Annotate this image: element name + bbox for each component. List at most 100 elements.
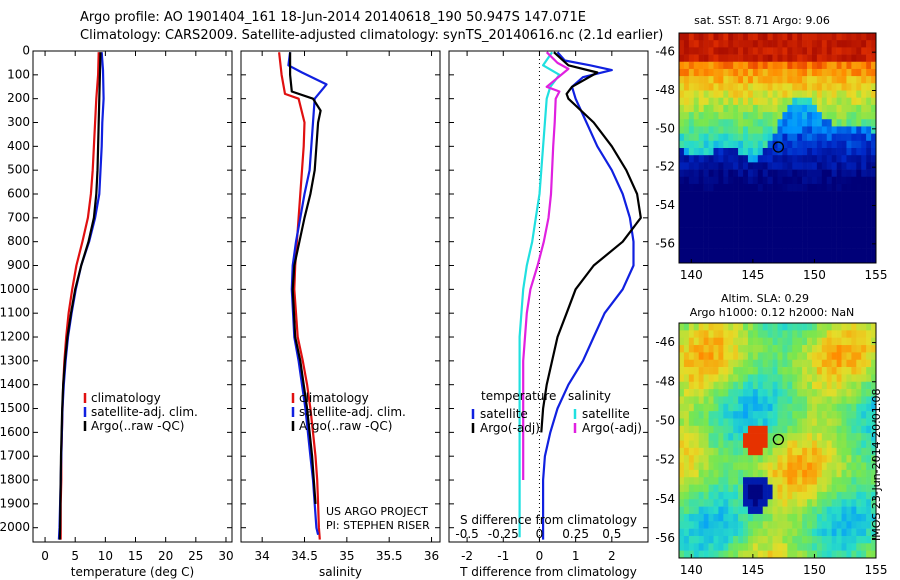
sla-map-cell — [767, 535, 773, 544]
sst-map-cell — [826, 148, 832, 156]
sst-map-cell — [802, 104, 808, 113]
sla-map-cell — [807, 389, 813, 397]
sla-map-cell — [797, 425, 803, 434]
sla-map-cell — [723, 521, 729, 529]
sla-map-cell — [683, 447, 690, 456]
sst-map-cell — [871, 198, 877, 206]
sst-map-cell — [792, 61, 798, 70]
sla-map-cell — [871, 469, 877, 478]
sla-map-cell — [807, 411, 813, 419]
sst-map-cell — [811, 155, 818, 163]
sla-map-cell — [851, 484, 857, 493]
sst-map-cell — [787, 68, 793, 77]
sla-map-cell — [851, 521, 857, 529]
sla-map-cell — [718, 506, 724, 515]
sla-map-cell — [777, 550, 783, 559]
sla-map-cell — [861, 323, 867, 331]
sla-map-cell — [821, 381, 828, 390]
sla-map-cell — [826, 418, 832, 427]
sst-map-cell — [851, 198, 857, 206]
sla-map-cell — [811, 455, 818, 463]
sst-map-cell — [757, 176, 764, 185]
sst-map-cell — [723, 234, 729, 242]
sst-map-cell — [698, 227, 704, 235]
sst-map-cell — [708, 68, 714, 77]
sla-map-cell — [767, 469, 773, 478]
sla-map-cell — [733, 447, 739, 456]
sla-map-cell — [762, 462, 768, 471]
sla-map-cell — [782, 550, 788, 559]
sst-map-cell — [757, 97, 764, 106]
sst-map-cell — [723, 255, 729, 264]
sst-map-cell — [767, 68, 773, 77]
sla-map-cell — [703, 389, 709, 397]
sst-map-cell — [708, 205, 714, 213]
difference-legend-title-left: temperature — [481, 389, 556, 403]
sst-map-cell — [738, 227, 744, 235]
sla-map-cell — [792, 506, 798, 515]
sla-map-cell — [752, 521, 759, 529]
sla-map-cell — [743, 462, 749, 471]
sla-map-cell — [856, 337, 862, 346]
sst-map-cell — [693, 148, 699, 156]
sla-map-cell — [871, 543, 877, 551]
sla-map-cell — [728, 513, 734, 522]
sla-map-cell — [787, 462, 793, 471]
sst-map-cell — [723, 54, 729, 63]
sst-map-cell — [767, 212, 773, 221]
sla-map-cell — [821, 323, 828, 331]
sla-map-cell — [851, 550, 857, 559]
sst-map-cell — [743, 169, 749, 178]
sst-map-cell — [802, 219, 808, 228]
sst-map-cell — [821, 219, 828, 228]
sst-map-cell — [698, 133, 704, 142]
sst-map-cell — [792, 183, 798, 192]
sst-map-cell — [679, 133, 685, 142]
sst-map-cell — [831, 83, 837, 91]
sla-map-cell — [743, 455, 749, 463]
sst-map-cell — [797, 155, 803, 163]
sla-map-cell — [811, 418, 818, 427]
sst-map-cell — [772, 140, 778, 149]
sst-map-cell — [836, 133, 842, 142]
sst-map-cell — [733, 255, 739, 264]
sla-map-cell — [747, 528, 754, 537]
sla-map-cell — [792, 469, 798, 478]
sla-map-cell — [683, 543, 690, 551]
sla-map-cell — [708, 433, 714, 441]
sla-map-cell — [797, 359, 803, 368]
sla-map-cell — [792, 330, 798, 338]
sst-map-cell — [871, 76, 877, 84]
sla-map-cell — [723, 367, 729, 375]
sst-map-cell — [802, 227, 808, 235]
sst-map-cell — [767, 169, 773, 178]
sla-map-cell — [836, 359, 842, 368]
sst-map-cell — [747, 33, 754, 41]
sst-map-cell — [866, 234, 872, 242]
sst-map-cell — [728, 148, 734, 156]
sla-map-cell — [772, 550, 778, 559]
sst-map-cell — [782, 162, 788, 170]
sla-map-cell — [821, 491, 828, 500]
sst-map-cell — [743, 47, 749, 55]
sst-map-cell — [821, 83, 828, 91]
sst-map-cell — [816, 255, 823, 264]
sst-map-cell — [728, 112, 734, 120]
sla-map-cell — [782, 374, 788, 383]
sla-map-cell — [821, 543, 828, 551]
sla-map-cell — [752, 381, 759, 390]
sla-map-cell — [683, 499, 690, 507]
sla-map-cell — [757, 337, 764, 346]
sla-map-cell — [713, 337, 719, 346]
sla-map-cell — [777, 374, 783, 383]
sst-map-cell — [688, 33, 695, 41]
sla-map-cell — [693, 403, 699, 412]
sla-map-cell — [688, 469, 695, 478]
sst-map-cell — [861, 148, 867, 156]
sla-map-cell — [846, 367, 852, 375]
sla-map-cell — [861, 352, 867, 361]
sst-map-cell — [777, 112, 783, 120]
sla-map-cell — [871, 374, 877, 383]
sst-map-cell — [738, 112, 744, 120]
sst-map-ytick-label: -48 — [655, 83, 675, 97]
